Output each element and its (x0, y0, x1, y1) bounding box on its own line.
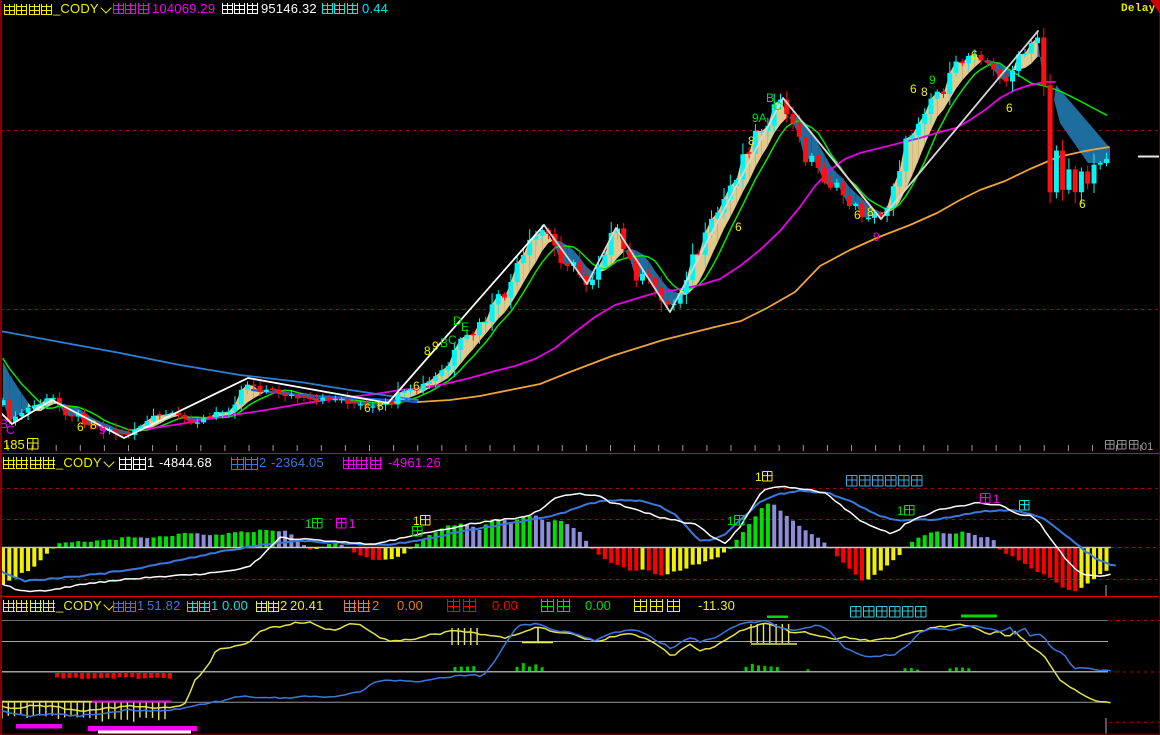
svg-text:6: 6 (77, 420, 84, 434)
svg-text:D: D (453, 314, 462, 328)
svg-text:1: 1 (413, 514, 420, 528)
svg-text:9: 9 (873, 230, 880, 244)
svg-text:8: 8 (90, 418, 97, 432)
svg-text:6: 6 (1079, 197, 1086, 211)
svg-text:1: 1 (897, 504, 904, 518)
svg-text:1: 1 (727, 514, 734, 528)
svg-text:8: 8 (748, 134, 755, 148)
svg-text:6: 6 (364, 401, 371, 415)
svg-text:01: 01 (1141, 441, 1153, 453)
svg-text:1: 1 (755, 470, 762, 484)
svg-text:6: 6 (910, 82, 917, 96)
svg-text:6: 6 (971, 48, 978, 62)
svg-text:6: 6 (413, 379, 420, 393)
svg-text:E: E (461, 320, 469, 334)
svg-text:B: B (766, 91, 774, 105)
svg-text:C: C (448, 333, 457, 347)
svg-text:B: B (0, 417, 8, 431)
svg-text:1: 1 (993, 492, 1000, 506)
svg-text:C: C (773, 99, 782, 113)
svg-text:1: 1 (349, 517, 356, 531)
svg-text:B: B (440, 336, 448, 350)
svg-text:8: 8 (424, 344, 431, 358)
svg-text:6: 6 (854, 208, 861, 222)
svg-text:6: 6 (1006, 101, 1013, 115)
svg-text:9A: 9A (752, 111, 767, 125)
svg-text:C: C (6, 423, 15, 437)
svg-text:1: 1 (305, 517, 312, 531)
svg-text:9: 9 (432, 339, 439, 353)
svg-text:185: 185 (3, 437, 25, 452)
svg-text:8: 8 (921, 85, 928, 99)
svg-text:6: 6 (735, 220, 742, 234)
svg-text:9: 9 (99, 423, 106, 437)
svg-text:8: 8 (867, 205, 874, 219)
svg-text:9: 9 (929, 73, 936, 87)
svg-text:8: 8 (377, 399, 384, 413)
